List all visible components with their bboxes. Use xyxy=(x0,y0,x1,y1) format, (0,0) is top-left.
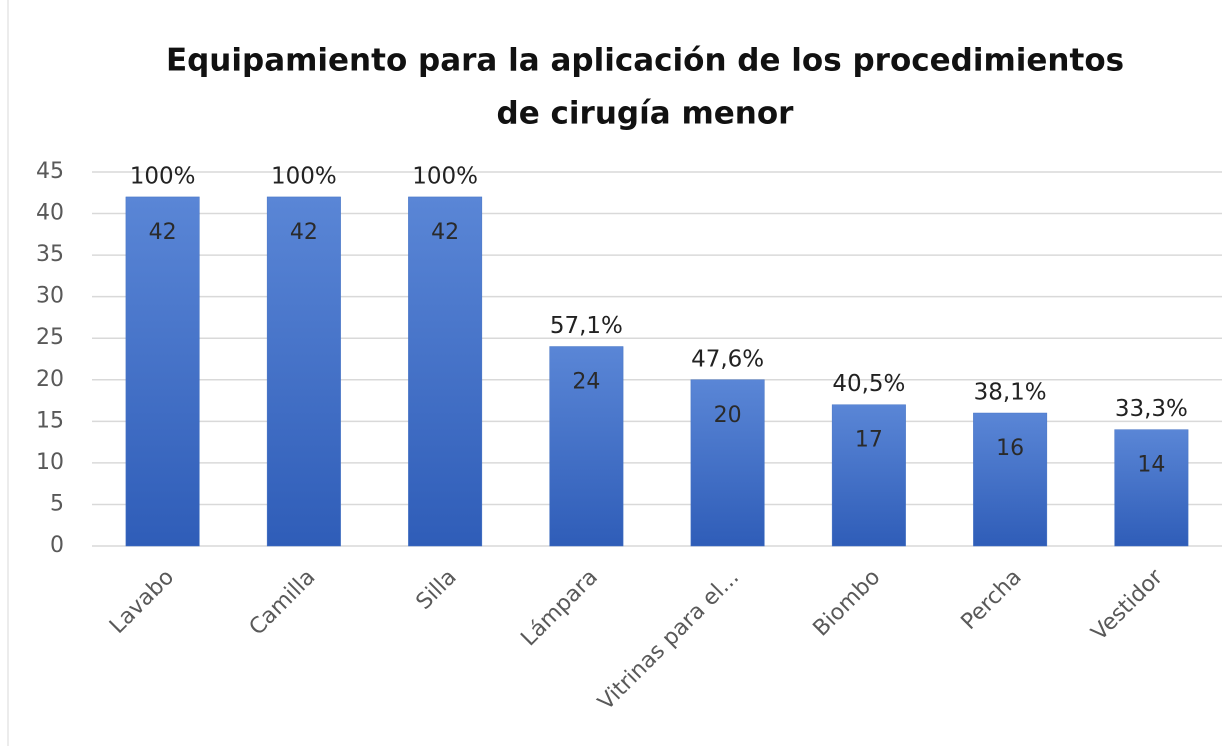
data-label: 42 xyxy=(290,220,318,245)
data-label: 16 xyxy=(996,436,1024,461)
chart-title: de cirugía menor xyxy=(497,96,795,132)
percent-label: 47,6% xyxy=(691,346,764,372)
x-tick-label: Vestidor xyxy=(1087,564,1169,646)
bar xyxy=(831,404,906,547)
y-tick-label: 20 xyxy=(36,367,64,392)
percent-label: 33,3% xyxy=(1115,396,1188,422)
x-tick-label: Lavabo xyxy=(105,565,179,639)
bar xyxy=(973,412,1048,547)
bar xyxy=(125,196,200,547)
y-tick-label: 30 xyxy=(36,284,64,309)
data-label: 17 xyxy=(855,428,883,453)
y-tick-label: 25 xyxy=(36,325,64,350)
data-label: 42 xyxy=(149,220,177,245)
y-tick-label: 35 xyxy=(36,242,64,267)
y-tick-label: 40 xyxy=(36,201,64,226)
bar xyxy=(408,196,483,547)
x-tick-label: Lámpara xyxy=(516,565,602,651)
data-label: 24 xyxy=(572,370,600,395)
bar xyxy=(690,379,765,547)
data-label: 42 xyxy=(431,220,459,245)
bar xyxy=(549,346,624,547)
x-tick-label: Biombo xyxy=(809,565,886,642)
chart-title: Equipamiento para la aplicación de los p… xyxy=(166,43,1124,79)
percent-label: 100% xyxy=(130,163,196,189)
y-tick-label: 5 xyxy=(50,491,64,516)
y-tick-label: 10 xyxy=(36,450,64,475)
percent-label: 100% xyxy=(271,163,337,189)
x-tick-label: Vitrinas para el... xyxy=(594,565,745,716)
y-tick-label: 0 xyxy=(50,533,64,558)
x-tick-label: Percha xyxy=(957,565,1027,635)
bar xyxy=(266,196,341,547)
percent-label: 57,1% xyxy=(550,313,623,339)
x-tick-label: Silla xyxy=(412,565,462,615)
x-tick-label: Camilla xyxy=(245,565,321,641)
percent-label: 38,1% xyxy=(974,380,1047,406)
percent-label: 40,5% xyxy=(832,371,905,397)
y-tick-label: 15 xyxy=(36,408,64,433)
y-tick-label: 45 xyxy=(36,159,64,184)
bar xyxy=(1114,429,1189,547)
data-label: 20 xyxy=(714,403,742,428)
percent-label: 100% xyxy=(412,163,478,189)
data-label: 14 xyxy=(1137,453,1165,478)
